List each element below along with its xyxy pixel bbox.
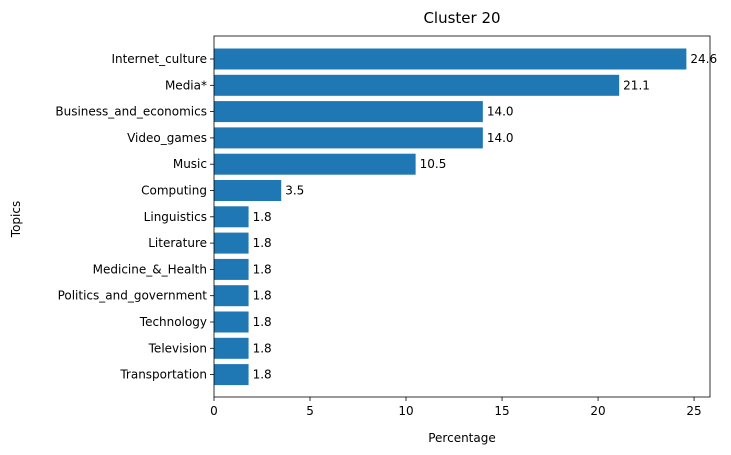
data-label: 24.6 [690, 52, 717, 66]
x-tick-label: 15 [494, 404, 509, 418]
bar [214, 285, 249, 307]
x-tick-label: 20 [590, 404, 605, 418]
bar [214, 206, 249, 228]
y-axis-label: Topics [9, 201, 23, 238]
y-tick-label: Business_and_economics [55, 105, 207, 119]
bar [214, 364, 249, 386]
y-tick-label: Video_games [127, 131, 207, 145]
data-label: 14.0 [487, 131, 514, 145]
y-tick-label: Literature [148, 236, 207, 250]
data-label: 14.0 [487, 105, 514, 119]
x-axis-label: Percentage [428, 431, 496, 445]
y-tick-label: Politics_and_government [58, 289, 208, 303]
bar [214, 337, 249, 359]
bar [214, 258, 249, 280]
y-tick-label: Technology [139, 315, 207, 329]
x-tick-label: 10 [398, 404, 413, 418]
data-label: 1.8 [253, 262, 272, 276]
y-tick-label: Medicine_&_Health [93, 262, 207, 276]
data-label: 1.8 [253, 210, 272, 224]
data-label: 21.1 [623, 78, 650, 92]
data-label: 1.8 [253, 236, 272, 250]
x-tick-label: 5 [306, 404, 314, 418]
x-tick-label: 25 [686, 404, 701, 418]
data-label: 10.5 [420, 157, 447, 171]
bar [214, 48, 687, 70]
y-tick-label: Linguistics [144, 210, 207, 224]
bar [214, 153, 416, 175]
bar [214, 180, 282, 201]
plot-area: Internet_culture 24.6 Media* 21.1 Business_a… [55, 35, 717, 418]
y-tick-label: Media* [165, 78, 207, 92]
y-tick-label: Television [148, 341, 207, 355]
data-label: 1.8 [253, 289, 272, 303]
bar [214, 101, 483, 123]
bar [214, 311, 249, 333]
y-tick-label: Music [173, 157, 207, 171]
y-tick-label: Computing [141, 184, 207, 198]
data-label: 1.8 [253, 315, 272, 329]
chart-title: Cluster 20 [423, 9, 500, 27]
x-tick-label: 0 [210, 404, 218, 418]
bar [214, 127, 483, 149]
data-label: 1.8 [253, 341, 272, 355]
y-tick-label: Transportation [119, 368, 207, 382]
bar [214, 74, 620, 96]
y-tick-label: Internet_culture [111, 52, 207, 66]
axes-frame [213, 35, 711, 398]
data-label: 3.5 [285, 184, 304, 198]
bar [214, 232, 249, 254]
data-label: 1.8 [253, 368, 272, 382]
